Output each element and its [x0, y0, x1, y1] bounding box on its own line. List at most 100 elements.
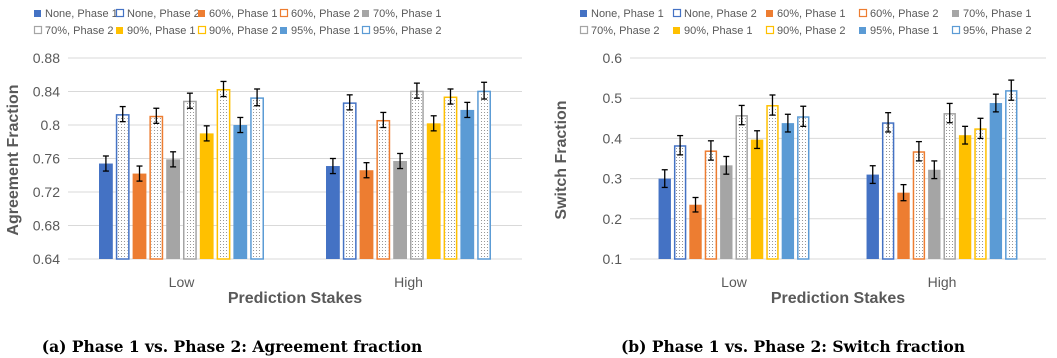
bar-60pct-phase-1-low: [689, 204, 702, 259]
legend-swatch: [116, 27, 123, 34]
legend-item-95pct-phase-2: 95%, Phase 2: [361, 25, 442, 37]
bar-90pct-phase-2-high: [974, 128, 987, 260]
bar-dot-fill: [479, 92, 489, 259]
error-bar: [447, 88, 454, 105]
bar-dot-fill: [445, 98, 456, 260]
legend-item-90pct-phase-2: 90%, Phase 2: [197, 25, 278, 37]
bar-none-phase-1-low: [99, 163, 113, 259]
legend-item-none-phase-1: None, Phase 1: [34, 8, 118, 20]
error-bar: [661, 169, 668, 189]
bar-90pct-phase-1-low: [199, 133, 214, 259]
bar-dot-fill: [378, 121, 389, 259]
bar-none-phase-2-high: [881, 122, 895, 260]
legend-swatch: [858, 8, 868, 18]
error-bar: [329, 157, 336, 175]
legend-label: 60%, Phase 2: [291, 8, 360, 20]
legend-item-60pct-phase-2: 60%, Phase 2: [279, 8, 360, 20]
error-bar: [869, 165, 876, 185]
chart-agreement-fraction: 0.64 0.68 0.72 0.76 0.8 0.84 0.88 Low High Predic…: [5, 8, 522, 307]
x-category-label: Low: [721, 274, 748, 290]
y-tick-label: 0.6: [603, 50, 623, 66]
legend-label: None, Phase 2: [684, 8, 757, 20]
legend-item-95pct-phase-1: 95%, Phase 1: [859, 25, 939, 37]
bar-90pct-phase-1-high: [426, 123, 441, 259]
bar-60pct-phase-1-high: [359, 170, 374, 259]
bar-none-phase-1-high: [866, 174, 879, 259]
error-bar: [346, 94, 353, 111]
bar-60pct-phase-2-low: [704, 150, 718, 260]
bar-none-phase-1-low: [658, 178, 671, 259]
y-tick-label: 0.5: [603, 90, 623, 106]
legend-label: None, Phase 1: [591, 8, 664, 20]
legend-label: 60%, Phase 1: [209, 8, 278, 20]
caption-a: (a) Phase 1 vs. Phase 2: Agreement fract…: [42, 337, 422, 356]
legend-swatch: [766, 10, 773, 17]
bar-95pct-phase-1-high: [460, 109, 475, 259]
error-bar: [413, 82, 420, 99]
error-bar: [170, 151, 177, 168]
error-bar: [119, 105, 126, 123]
legend-swatch: [579, 25, 589, 35]
legend-label: 95%, Phase 1: [291, 25, 360, 37]
chart-switch-fraction: 0.1 0.2 0.3 0.4 0.5 0.6 Low High Prediction Stak…: [553, 8, 1046, 307]
legend-swatch: [279, 8, 289, 18]
y-tick-label: 0.72: [33, 184, 60, 200]
error-bar: [754, 130, 761, 150]
y-axis-title: Agreement Fraction: [5, 84, 22, 235]
legend-item-70pct-phase-2: 70%, Phase 2: [579, 25, 660, 37]
y-tick-label: 0.8: [41, 117, 61, 133]
legend-swatch: [952, 10, 959, 17]
legend-item-90pct-phase-2: 90%, Phase 2: [765, 25, 846, 37]
legend-item-none-phase-1: None, Phase 1: [580, 8, 664, 20]
bar-95pct-phase-1-high: [989, 103, 1003, 259]
legend-swatch: [115, 8, 125, 18]
error-bar: [992, 93, 999, 113]
error-bar: [692, 196, 699, 213]
legend-swatch: [765, 25, 775, 35]
bar-60pct-phase-2-low: [149, 115, 164, 260]
error-bar: [203, 125, 210, 142]
error-bar: [397, 152, 404, 170]
bar-dot-fill: [344, 104, 355, 259]
bar-60pct-phase-1-low: [132, 173, 147, 259]
legend-label: 70%, Phase 2: [45, 25, 114, 37]
y-tick-label: 0.84: [33, 84, 60, 100]
legend-swatch: [280, 27, 287, 34]
bar-60pct-phase-1-high: [897, 192, 910, 259]
legend-label: 90%, Phase 1: [127, 25, 196, 37]
legend-swatch: [951, 25, 961, 35]
bar-90pct-phase-1-high: [958, 135, 972, 259]
bar-70pct-phase-2-low: [183, 100, 197, 260]
bar-70pct-phase-2-high: [410, 90, 424, 260]
bar-70pct-phase-1-low: [166, 159, 180, 259]
bar-60pct-phase-2-high: [912, 151, 926, 260]
legend-label: None, Phase 1: [45, 8, 118, 20]
legend-item-95pct-phase-1: 95%, Phase 1: [280, 25, 360, 37]
legend-item-70pct-phase-2: 70%, Phase 2: [33, 25, 114, 37]
legend-swatch: [672, 8, 682, 18]
error-bar: [885, 112, 892, 133]
bar-95pct-phase-1-low: [781, 123, 795, 260]
bar-90pct-phase-2-low: [766, 105, 779, 260]
bar-dot-fill: [151, 117, 162, 259]
error-bar: [707, 140, 714, 161]
error-bar: [220, 80, 227, 98]
legend-item-60pct-phase-2: 60%, Phase 2: [858, 8, 939, 20]
bar-dot-fill: [252, 99, 262, 259]
bar-95pct-phase-1-low: [233, 125, 248, 259]
legend-label: 90%, Phase 1: [684, 25, 753, 37]
legend-label: 60%, Phase 1: [777, 8, 846, 20]
legend-item-70pct-phase-1: 70%, Phase 1: [952, 8, 1032, 20]
y-tick-label: 0.68: [33, 218, 60, 234]
caption-b: (b) Phase 1 vs. Phase 2: Switch fraction: [621, 337, 965, 356]
error-bar: [153, 107, 160, 124]
bar-dot-fill: [799, 118, 808, 259]
y-tick-label: 0.76: [33, 151, 60, 167]
bar-95pct-phase-2-low: [250, 97, 264, 260]
bar-dot-fill: [883, 124, 893, 259]
legend-swatch: [34, 10, 41, 17]
legend-swatch: [859, 27, 866, 34]
legend-swatch: [33, 25, 43, 35]
legend-swatch: [361, 25, 371, 35]
